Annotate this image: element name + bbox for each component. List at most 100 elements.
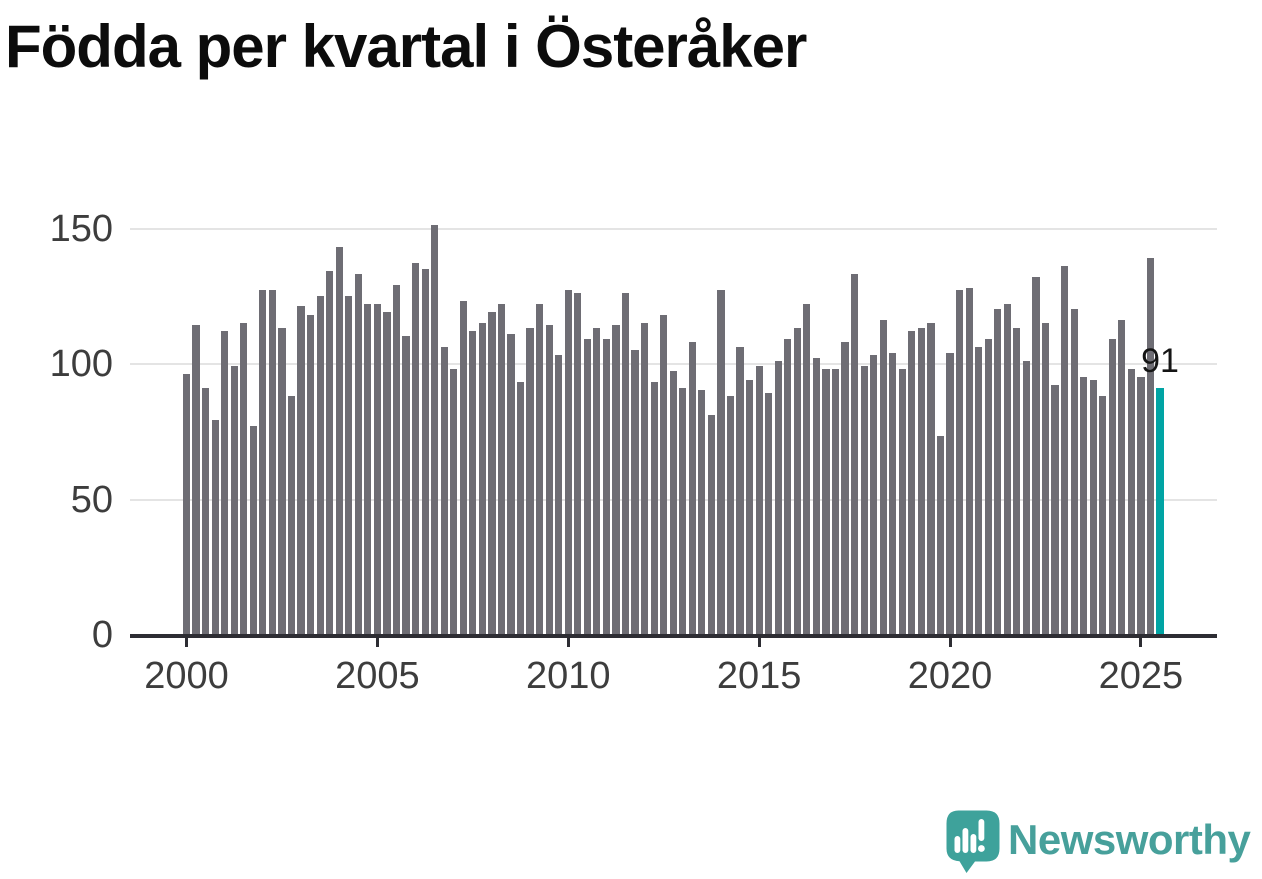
bar-2002-Q3 xyxy=(278,328,286,634)
x-tick-label-2000: 2000 xyxy=(144,655,229,697)
bar-2015-Q4 xyxy=(784,339,792,634)
y-tick-label-150: 150 xyxy=(49,207,113,250)
bar-2009-Q1 xyxy=(526,328,534,634)
bar-2022-Q1 xyxy=(1022,361,1030,634)
bar-2007-Q1 xyxy=(450,369,458,634)
bar-2010-Q2 xyxy=(574,293,582,634)
bar-2007-Q3 xyxy=(469,331,477,634)
exclamation-stem xyxy=(978,819,985,841)
bar-2020-Q2 xyxy=(955,290,964,634)
bar-2000-Q2 xyxy=(192,325,200,634)
bar-2012-Q4 xyxy=(669,371,677,634)
bar-2024-Q4 xyxy=(1127,369,1135,634)
bar-2012-Q1 xyxy=(641,323,649,634)
bar-2003-Q4 xyxy=(326,271,334,634)
bar-2014-Q4 xyxy=(746,380,754,634)
bar-2001-Q2 xyxy=(230,366,238,634)
bar-2004-Q4 xyxy=(364,304,372,634)
bar-2018-Q3 xyxy=(889,353,897,634)
bar-2012-Q3 xyxy=(660,315,668,634)
bar-2018-Q4 xyxy=(898,369,906,634)
bar-2004-Q2 xyxy=(345,296,353,634)
bar-2020-Q3 xyxy=(965,288,973,634)
bar-2013-Q1 xyxy=(679,388,687,634)
newsworthy-logo: Newsworthy xyxy=(944,810,1262,874)
x-tick-2010 xyxy=(566,637,570,647)
y-tick-label-50: 50 xyxy=(70,478,113,521)
bar-2014-Q2 xyxy=(726,396,735,634)
x-tick-2000 xyxy=(185,637,188,647)
bar-2007-Q4 xyxy=(478,323,486,634)
bar-2008-Q4 xyxy=(516,382,525,634)
bar-2017-Q4 xyxy=(860,366,868,634)
exclamation-dot xyxy=(978,845,985,852)
bar-2022-Q4 xyxy=(1051,385,1059,634)
bar-2002-Q2 xyxy=(268,290,276,634)
bar-2003-Q1 xyxy=(297,306,305,634)
bar-2002-Q1 xyxy=(259,290,267,634)
bar-2013-Q4 xyxy=(707,415,716,634)
bar-2014-Q3 xyxy=(736,347,744,634)
bar-2016-Q4 xyxy=(822,369,830,634)
bar-value-label: 91 xyxy=(1141,342,1179,380)
bar-2010-Q4 xyxy=(593,328,601,634)
bar-2021-Q3 xyxy=(1003,304,1011,634)
bar-2000-Q1 xyxy=(182,374,191,634)
bar-2015-Q3 xyxy=(774,361,782,634)
bar-2010-Q1 xyxy=(564,290,572,634)
x-tick-label-2010: 2010 xyxy=(526,655,611,697)
x-axis-line xyxy=(130,634,1217,638)
bar-2022-Q3 xyxy=(1041,323,1050,634)
newsworthy-logo-text: Newsworthy xyxy=(1008,816,1251,863)
bar-2015-Q1 xyxy=(755,366,763,634)
bar-2016-Q2 xyxy=(803,304,811,634)
x-tick-2005 xyxy=(375,637,379,647)
bar-2021-Q4 xyxy=(1013,328,1021,634)
bar-2004-Q3 xyxy=(354,274,362,634)
bar-2023-Q3 xyxy=(1080,377,1088,634)
bar-2022-Q2 xyxy=(1032,277,1040,634)
bar-2021-Q1 xyxy=(984,339,992,634)
bar-2024-Q1 xyxy=(1099,396,1107,634)
bar-2001-Q3 xyxy=(240,323,248,634)
bar-2003-Q3 xyxy=(316,296,324,634)
x-tick-2025 xyxy=(1139,637,1143,647)
bar-2009-Q4 xyxy=(555,355,563,634)
x-tick-label-2025: 2025 xyxy=(1098,655,1184,697)
bar-2005-Q3 xyxy=(392,285,401,634)
newsworthy-logo-icon xyxy=(946,810,1000,873)
x-tick-2015 xyxy=(757,637,761,647)
bar-2020-Q1 xyxy=(946,353,954,634)
highlighted-bar-2025-Q3 xyxy=(1156,388,1164,634)
y-tick-label-100: 100 xyxy=(49,343,113,386)
x-tick-label-2015: 2015 xyxy=(716,655,802,697)
bar-2025-Q2 xyxy=(1146,258,1155,634)
bar-2018-Q2 xyxy=(879,320,887,634)
bar-glyph-3 xyxy=(970,834,977,853)
bar-2023-Q1 xyxy=(1060,266,1069,634)
bar-2006-Q1 xyxy=(411,263,420,634)
bar-2011-Q4 xyxy=(631,350,639,634)
bar-2000-Q3 xyxy=(201,388,210,634)
bar-2011-Q1 xyxy=(602,339,611,634)
bar-2011-Q2 xyxy=(612,325,620,634)
bar-2009-Q2 xyxy=(536,304,544,634)
bar-2015-Q2 xyxy=(765,393,773,634)
bar-2020-Q4 xyxy=(975,347,983,634)
bar-2010-Q3 xyxy=(583,339,591,634)
y-tick-label-0: 0 xyxy=(91,614,113,656)
bar-2008-Q1 xyxy=(488,312,496,634)
bar-2003-Q2 xyxy=(306,315,315,634)
bar-2018-Q1 xyxy=(870,355,878,634)
bar-2017-Q1 xyxy=(831,369,840,634)
bar-2008-Q2 xyxy=(497,304,506,634)
bar-2019-Q1 xyxy=(908,331,916,634)
bar-2000-Q4 xyxy=(211,420,219,634)
bar-2004-Q1 xyxy=(335,247,343,634)
bar-2012-Q2 xyxy=(650,382,658,634)
bar-2005-Q4 xyxy=(402,336,410,634)
bar-2007-Q2 xyxy=(459,301,467,634)
bar-2005-Q1 xyxy=(373,304,381,634)
